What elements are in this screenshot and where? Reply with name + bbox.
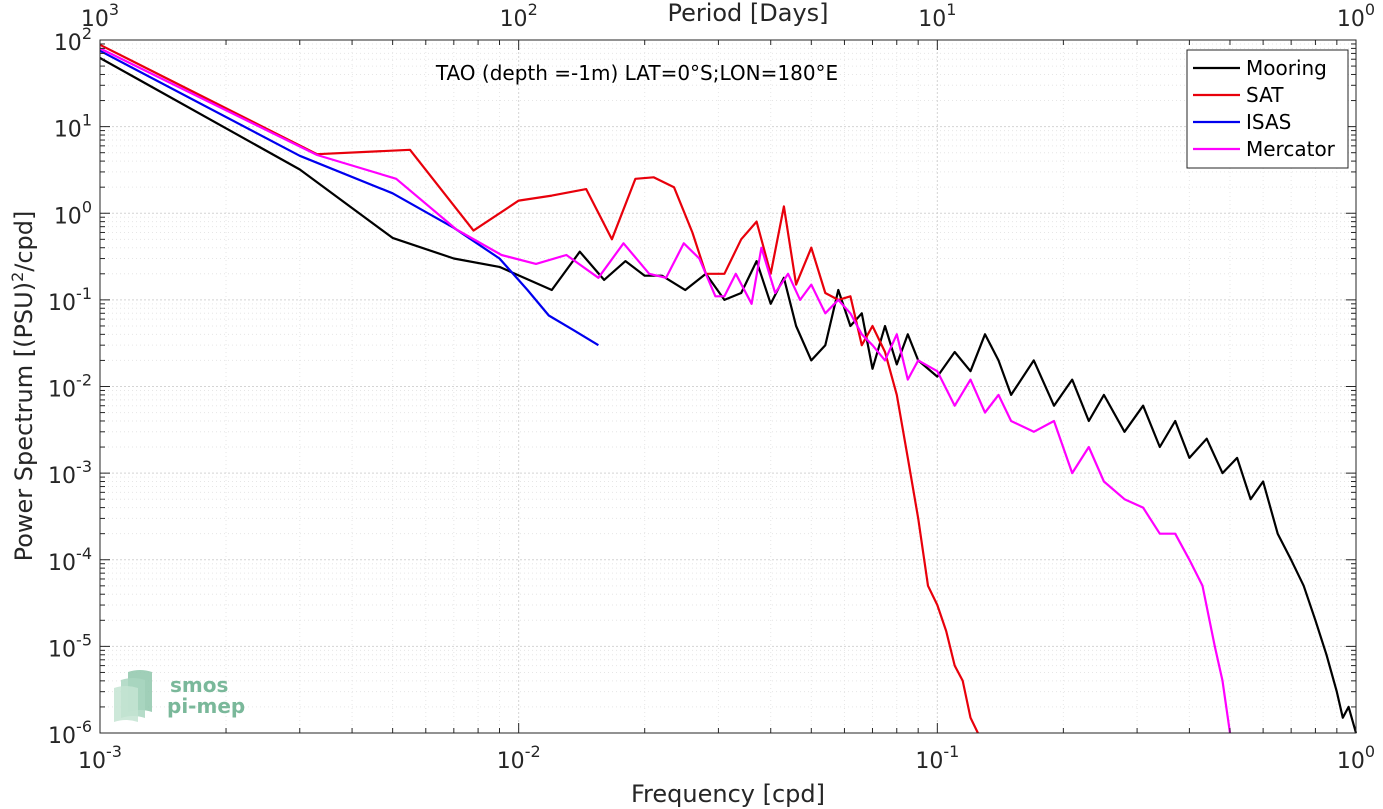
y-tick-label: 100 (54, 197, 92, 229)
x-tick-label-exp: 0 (1365, 742, 1375, 761)
top-tick-label: 103 (81, 0, 119, 32)
top-tick-label-exp: 2 (528, 0, 538, 19)
y-tick-label-exp: -2 (76, 371, 92, 390)
x-tick-label-exp: -3 (106, 742, 122, 761)
x-tick-label-exp: -2 (525, 742, 541, 761)
y-axis-label-main: Power Spectrum [(PSU) (10, 282, 38, 561)
y-tick-label: 101 (54, 111, 92, 143)
y-tick-label-base: 10 (48, 464, 76, 489)
legend-label-mooring: Mooring (1246, 56, 1327, 80)
y-axis-label: Power Spectrum [(PSU)2/cpd] (8, 211, 38, 562)
x-tick-label-base: 10 (78, 749, 106, 774)
top-tick-label-base: 10 (918, 7, 946, 32)
y-tick-label-base: 10 (54, 204, 82, 229)
y-tick-label: 10-3 (48, 457, 92, 489)
y-tick-label: 10-1 (48, 284, 92, 316)
y-tick-label: 102 (54, 24, 92, 56)
legend-label-isas: ISAS (1246, 110, 1291, 134)
y-tick-label-base: 10 (48, 291, 76, 316)
series-line-mercator (99, 47, 1232, 734)
logo-line1: smos (170, 673, 228, 697)
y-tick-label: 10-5 (48, 630, 92, 662)
x-tick-label-base: 10 (1337, 749, 1365, 774)
y-tick-label-base: 10 (48, 378, 76, 403)
y-tick-label-exp: -5 (76, 630, 92, 649)
y-tick-label-exp: -3 (76, 457, 92, 476)
x-tick-label: 100 (1337, 742, 1375, 774)
y-tick-label-exp: 2 (82, 24, 92, 43)
top-tick-label: 102 (500, 0, 538, 32)
top-tick-label-base: 10 (1337, 7, 1365, 32)
top-tick-label-exp: 0 (1365, 0, 1375, 19)
y-tick-label-base: 10 (48, 637, 76, 662)
top-tick-label: 101 (918, 0, 956, 32)
x-tick-label-base: 10 (497, 749, 525, 774)
y-tick-label: 10-4 (48, 544, 92, 576)
y-tick-label-base: 10 (48, 551, 76, 576)
y-axis-label-sup: 2 (8, 272, 27, 282)
y-tick-label-exp: 1 (82, 111, 92, 130)
x-tick-label: 10-3 (78, 742, 122, 774)
top-tick-label-base: 10 (81, 7, 109, 32)
y-tick-label-base: 10 (54, 118, 82, 143)
series-line-isas (99, 49, 599, 347)
x-axis-label: Frequency [cpd] (631, 780, 825, 808)
y-tick-label-exp: 0 (82, 197, 92, 216)
top-axis-label: Period [Days] (667, 0, 828, 27)
x-tick-label: 10-2 (497, 742, 541, 774)
y-tick-label-exp: -1 (76, 284, 92, 303)
top-tick-label: 100 (1337, 0, 1375, 32)
legend-label-sat: SAT (1246, 83, 1284, 107)
y-tick-label: 10-6 (48, 717, 92, 749)
chart-title: TAO (depth =-1m) LAT=0°S;LON=180°E (435, 61, 838, 85)
y-tick-label-exp: -4 (76, 544, 92, 563)
x-tick-label: 10-1 (915, 742, 959, 774)
smos-pi-mep-logo: smos pi-mep (114, 670, 245, 722)
y-tick-label-base: 10 (48, 724, 76, 749)
series-line-sat (99, 43, 979, 734)
logo-line2: pi-mep (167, 694, 245, 718)
y-tick-label-base: 10 (54, 31, 82, 56)
y-axis-label-tail: /cpd] (10, 211, 38, 272)
top-tick-label-exp: 3 (109, 0, 119, 19)
x-tick-label-base: 10 (915, 749, 943, 774)
y-tick-label: 10-2 (48, 371, 92, 403)
grid (99, 40, 1356, 734)
legend: Mooring SAT ISAS Mercator (1186, 49, 1349, 169)
top-tick-label-exp: 1 (946, 0, 956, 19)
x-tick-label-exp: -1 (943, 742, 959, 761)
axis-ticks (99, 40, 1356, 734)
legend-label-mercator: Mercator (1246, 137, 1336, 161)
y-tick-label-exp: -6 (76, 717, 92, 736)
series-lines (99, 43, 1358, 734)
logo-wave-icon-3 (114, 686, 138, 722)
top-tick-label-base: 10 (500, 7, 528, 32)
